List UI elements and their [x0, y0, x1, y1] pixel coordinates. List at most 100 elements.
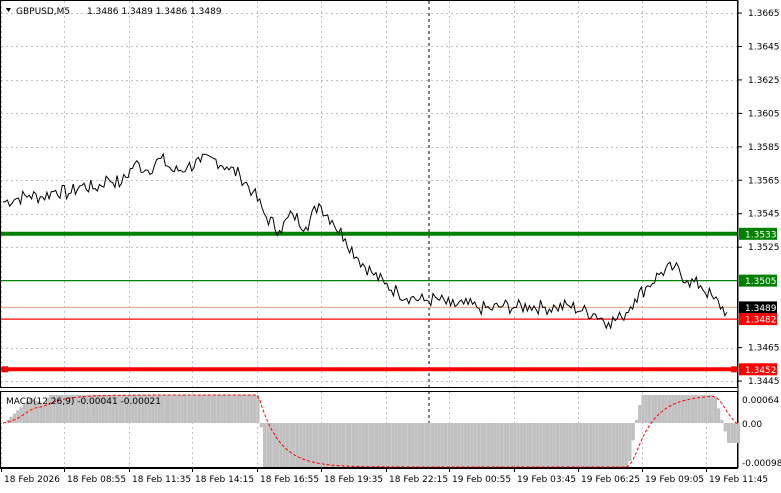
level-price-box	[739, 363, 777, 376]
macd-bar	[628, 423, 632, 461]
ohlc-values: 1.3486 1.3489 1.3486 1.3489	[87, 7, 222, 17]
macd-bar	[388, 423, 392, 467]
macd-bar	[572, 423, 576, 467]
dropdown-triangle-icon[interactable]	[6, 8, 11, 12]
macd-bar	[365, 423, 369, 467]
level-handle[interactable]	[2, 366, 8, 373]
macd-bar	[592, 423, 596, 467]
macd-bar	[667, 395, 671, 423]
price-tick-label: 1.3605	[748, 109, 780, 119]
macd-bar	[552, 423, 556, 467]
macd-bar	[65, 395, 69, 423]
macd-bar	[621, 423, 625, 467]
level-price-box	[739, 274, 777, 287]
grid	[1, 1, 737, 467]
macd-bar	[161, 395, 165, 423]
time-label: 18 Feb 14:15	[195, 475, 254, 485]
macd-bar	[427, 423, 431, 467]
macd-bar	[236, 395, 240, 423]
macd-bar	[259, 423, 263, 428]
macd-axis-zero: 0.00	[742, 420, 762, 430]
macd-bar	[263, 423, 267, 467]
macd-bar	[6, 419, 10, 423]
macd-bar	[736, 423, 741, 443]
macd-bar	[460, 423, 464, 467]
macd-bar	[355, 423, 359, 467]
macd-bar	[480, 423, 484, 467]
time-label: 18 Feb 19:35	[324, 475, 383, 485]
macd-bar	[420, 423, 425, 467]
macd-bar	[180, 395, 184, 423]
price-tick-label: 1.3585	[748, 143, 780, 153]
macd-bar	[52, 395, 56, 423]
macd-bar	[124, 395, 128, 423]
level-price-label: 1.3489	[745, 304, 777, 314]
macd-bar	[85, 395, 89, 423]
macd-bar	[394, 423, 398, 467]
macd-bar	[39, 402, 43, 423]
macd-bar	[555, 423, 560, 467]
macd-bar	[292, 423, 296, 467]
macd-bar	[233, 395, 237, 423]
level-price-label: 1.3533	[745, 230, 777, 240]
macd-label: MACD(12,26,9) -0.00041 -0.00021	[6, 397, 161, 407]
levels: 1.3533 1.3505 1.3489 1.3482 1.3452	[1, 227, 777, 376]
macd-bar	[690, 395, 694, 423]
macd-bar	[62, 395, 66, 423]
macd-bar	[631, 423, 635, 441]
macd-bar	[111, 395, 115, 423]
macd-bar	[105, 395, 109, 423]
macd-bar	[335, 423, 339, 467]
macd-bar	[605, 423, 609, 467]
level-price-box	[739, 227, 777, 240]
macd-bar	[707, 395, 711, 423]
macd-bar	[671, 395, 675, 423]
macd-bar	[447, 423, 451, 467]
macd-bar	[397, 423, 402, 467]
time-label: 19 Feb 11:45	[709, 475, 768, 485]
macd-bar	[486, 423, 490, 467]
macd-bar	[526, 423, 530, 467]
macd-bar	[91, 395, 96, 423]
macd-bar	[131, 395, 135, 423]
macd-bar	[694, 395, 698, 423]
macd-bar	[137, 395, 142, 423]
macd-bar	[463, 423, 467, 467]
macd-bar	[210, 395, 214, 423]
macd-bar	[542, 423, 546, 467]
macd-bar	[378, 423, 382, 467]
macd-bar	[302, 423, 306, 467]
price-tick-label: 1.3525	[748, 243, 780, 253]
macd-bar	[338, 423, 342, 467]
macd-bar	[154, 395, 158, 423]
macd-bar	[684, 395, 688, 423]
macd-bar	[575, 423, 579, 467]
macd-bar	[12, 413, 17, 423]
macd-bar	[342, 423, 346, 467]
macd-bar	[710, 395, 714, 423]
macd-bar	[697, 395, 701, 423]
macd-bar	[674, 395, 678, 423]
macd-bar	[157, 395, 161, 423]
macd-bar	[608, 423, 612, 467]
time-label: 19 Feb 00:55	[452, 475, 511, 485]
macd-bar	[611, 423, 615, 467]
macd-bar	[170, 395, 174, 423]
level-handle[interactable]	[731, 366, 737, 373]
macd-bar	[523, 423, 527, 467]
macd-bar	[299, 423, 303, 467]
macd-bar	[328, 423, 332, 467]
macd-bar	[476, 423, 481, 467]
macd-bar	[704, 395, 708, 423]
macd-bar	[141, 395, 145, 423]
time-label: 19 Feb 09:05	[645, 475, 704, 485]
macd-bar	[174, 395, 178, 423]
macd-bar	[546, 423, 550, 467]
macd-bar	[309, 423, 313, 467]
macd-bar	[625, 423, 629, 467]
macd-bar	[723, 423, 727, 432]
macd-bar	[78, 395, 82, 423]
macd-bar	[493, 423, 497, 467]
